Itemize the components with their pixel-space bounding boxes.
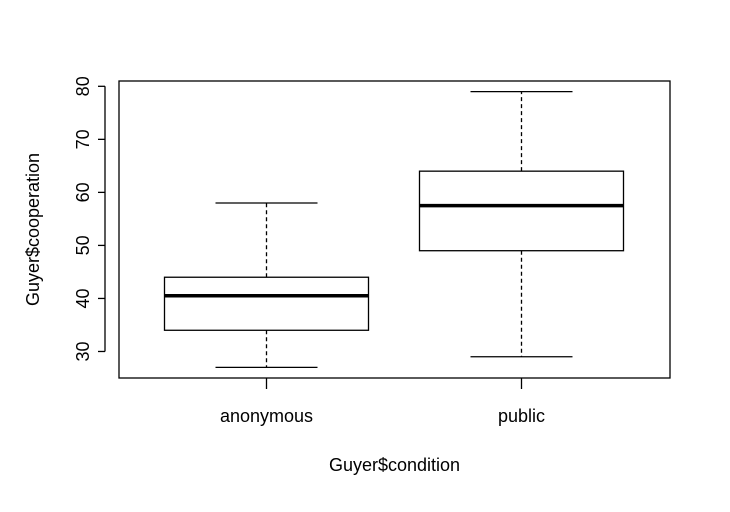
x-tick-label-public: public: [498, 406, 545, 426]
plot-frame: [118, 80, 671, 379]
x-axis: anonymous public: [220, 378, 545, 426]
y-tick-label: 50: [73, 235, 93, 255]
x-tick-label-anonymous: anonymous: [220, 406, 313, 426]
x-axis-label: Guyer$condition: [329, 455, 460, 475]
y-axis-label: Guyer$cooperation: [23, 153, 43, 306]
boxes-group: [163, 90, 625, 369]
iqr-box: [163, 276, 370, 331]
y-axis: 30 40 50 60 70 80: [73, 76, 106, 361]
iqr-box: [418, 170, 625, 252]
box-anonymous: [163, 202, 370, 369]
box-public: [418, 90, 625, 358]
y-tick-label: 60: [73, 182, 93, 202]
y-tick-label: 80: [73, 76, 93, 96]
y-tick-label: 30: [73, 341, 93, 361]
y-tick-label: 40: [73, 288, 93, 308]
y-tick-label: 70: [73, 129, 93, 149]
